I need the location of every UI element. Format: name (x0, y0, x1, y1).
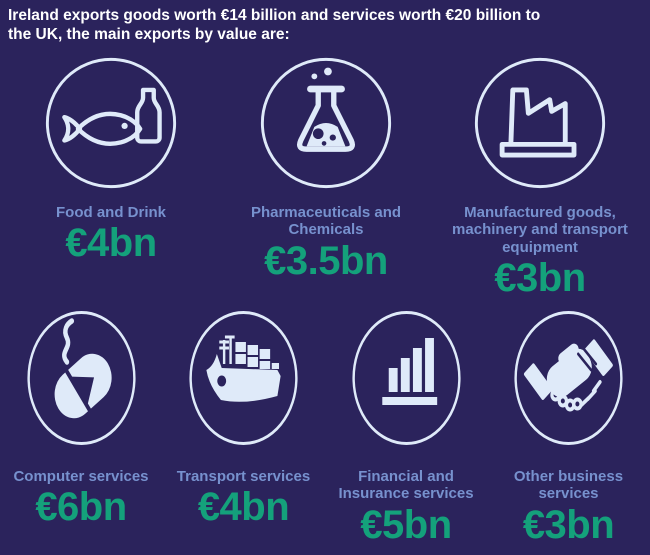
exports-row-goods: Food and Drink €4bn Pharmaceuticals and … (0, 55, 650, 299)
export-item-manufactured-goods: Manufactured goods, machinery and transp… (430, 55, 650, 299)
title-line-1: Ireland exports goods worth €14 billion … (8, 7, 541, 24)
fish-and-bottle-icon (43, 55, 179, 191)
cargo-ship-icon (187, 308, 300, 448)
export-label: Transport services (176, 468, 311, 485)
export-item-food-and-drink: Food and Drink €4bn (0, 55, 222, 299)
export-label: Pharmaceuticals and Chemicals (250, 204, 402, 239)
export-label: Manufactured goods, machinery and transp… (452, 204, 628, 256)
export-label: Financial and Insurance services (338, 468, 474, 503)
export-item-financial-services: Financial and Insurance services €5bn (325, 308, 487, 546)
handshake-icon (512, 308, 625, 448)
export-value: €3.5bn (264, 238, 388, 283)
export-value: €4bn (197, 485, 290, 530)
export-label: Other business services (513, 468, 624, 503)
export-item-transport-services: Transport services €4bn (162, 308, 325, 546)
export-value: €4bn (65, 221, 157, 266)
title-line-2: the UK, the main exports by value are: (8, 26, 290, 44)
computer-mouse-icon (25, 308, 138, 448)
export-label: Food and Drink (56, 204, 166, 221)
export-value: €5bn (360, 502, 452, 547)
export-item-other-business: Other business services €3bn (487, 308, 650, 546)
factory-icon (472, 55, 608, 191)
export-label: Computer services (13, 468, 149, 485)
export-value: €3bn (494, 256, 586, 301)
exports-row-services: Computer services €6bn (0, 308, 650, 546)
flask-icon (258, 55, 394, 191)
bar-chart-icon (350, 308, 463, 448)
export-value: €6bn (35, 485, 127, 530)
export-item-pharmaceuticals: Pharmaceuticals and Chemicals €3.5bn (222, 55, 430, 299)
export-item-computer-services: Computer services €6bn (0, 308, 162, 546)
export-value: €3bn (522, 502, 615, 547)
infographic-title: Ireland exports goods worth €14 billion … (8, 6, 642, 44)
